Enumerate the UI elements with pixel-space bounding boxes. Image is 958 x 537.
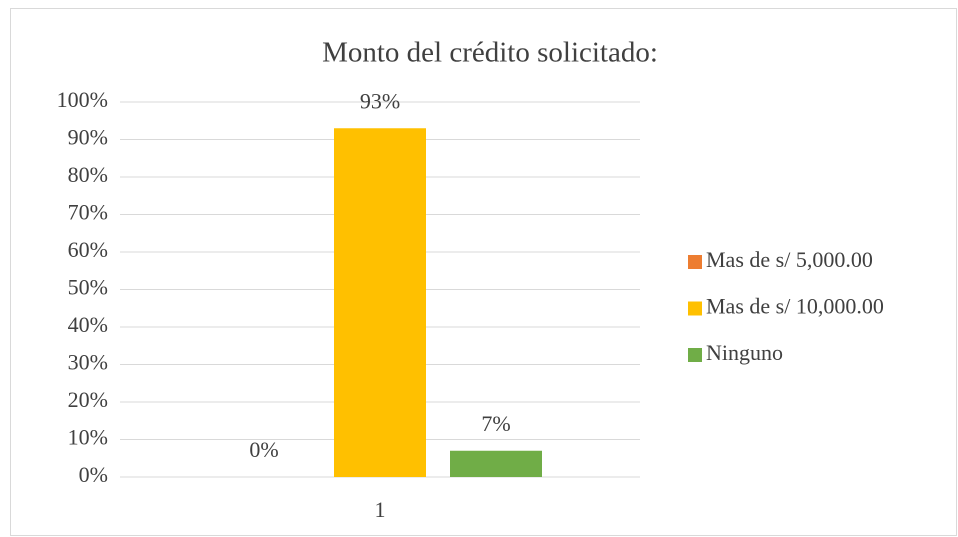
x-tick-label: 1 [375,497,386,522]
y-tick-label: 100% [57,87,108,112]
legend-label: Mas de s/ 5,000.00 [706,247,873,272]
y-tick-label: 30% [68,350,108,375]
data-label: 93% [360,88,400,113]
y-tick-label: 60% [68,237,108,262]
data-label: 0% [249,437,278,462]
y-tick-label: 50% [68,275,108,300]
y-tick-label: 0% [79,462,108,487]
legend-swatch [688,348,702,362]
data-label: 7% [481,411,510,436]
y-tick-label: 20% [68,387,108,412]
bar [450,450,542,477]
chart-border [10,8,957,536]
y-tick-label: 90% [68,125,108,150]
legend-swatch [688,301,702,316]
y-tick-label: 40% [68,312,108,337]
y-tick-label: 80% [68,162,108,187]
y-tick-label: 70% [68,200,108,225]
legend-label: Mas de s/ 10,000.00 [706,294,884,319]
legend-swatch [688,255,702,269]
legend-label: Ninguno [706,340,783,365]
bar [334,128,426,477]
chart-title: Monto del crédito solicitado: [322,37,658,69]
y-tick-label: 10% [68,425,108,450]
